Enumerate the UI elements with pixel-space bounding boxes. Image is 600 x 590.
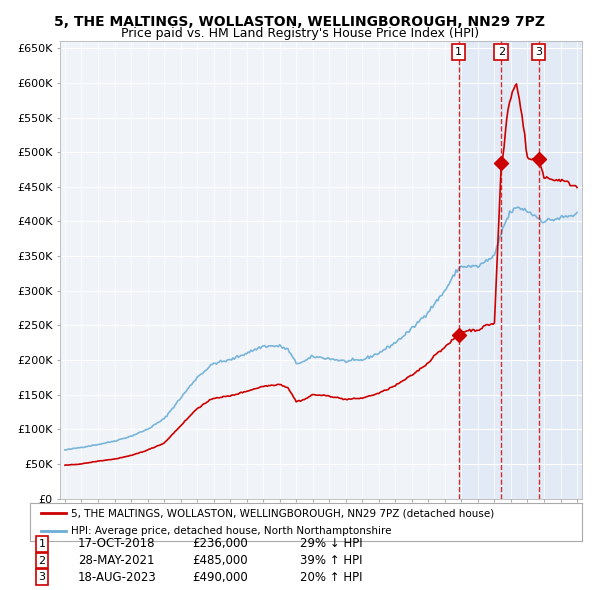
Text: HPI: Average price, detached house, North Northamptonshire: HPI: Average price, detached house, Nort… <box>71 526 392 536</box>
Text: 17-OCT-2018: 17-OCT-2018 <box>78 537 155 550</box>
Text: 28-MAY-2021: 28-MAY-2021 <box>78 554 155 567</box>
Text: 18-AUG-2023: 18-AUG-2023 <box>78 571 157 584</box>
Text: 1: 1 <box>455 47 462 57</box>
Text: Price paid vs. HM Land Registry's House Price Index (HPI): Price paid vs. HM Land Registry's House … <box>121 27 479 40</box>
Text: 20% ↑ HPI: 20% ↑ HPI <box>300 571 362 584</box>
Text: 1: 1 <box>38 539 46 549</box>
Text: 5, THE MALTINGS, WOLLASTON, WELLINGBOROUGH, NN29 7PZ (detached house): 5, THE MALTINGS, WOLLASTON, WELLINGBOROU… <box>71 509 494 519</box>
Text: 29% ↓ HPI: 29% ↓ HPI <box>300 537 362 550</box>
Text: 2: 2 <box>38 556 46 565</box>
Text: 2: 2 <box>498 47 505 57</box>
Text: 39% ↑ HPI: 39% ↑ HPI <box>300 554 362 567</box>
Text: £236,000: £236,000 <box>192 537 248 550</box>
Text: £490,000: £490,000 <box>192 571 248 584</box>
Bar <box>458 41 586 499</box>
Text: 5, THE MALTINGS, WOLLASTON, WELLINGBOROUGH, NN29 7PZ: 5, THE MALTINGS, WOLLASTON, WELLINGBOROU… <box>55 15 545 29</box>
Text: 3: 3 <box>535 47 542 57</box>
Text: £485,000: £485,000 <box>192 554 248 567</box>
Text: 3: 3 <box>38 572 46 582</box>
